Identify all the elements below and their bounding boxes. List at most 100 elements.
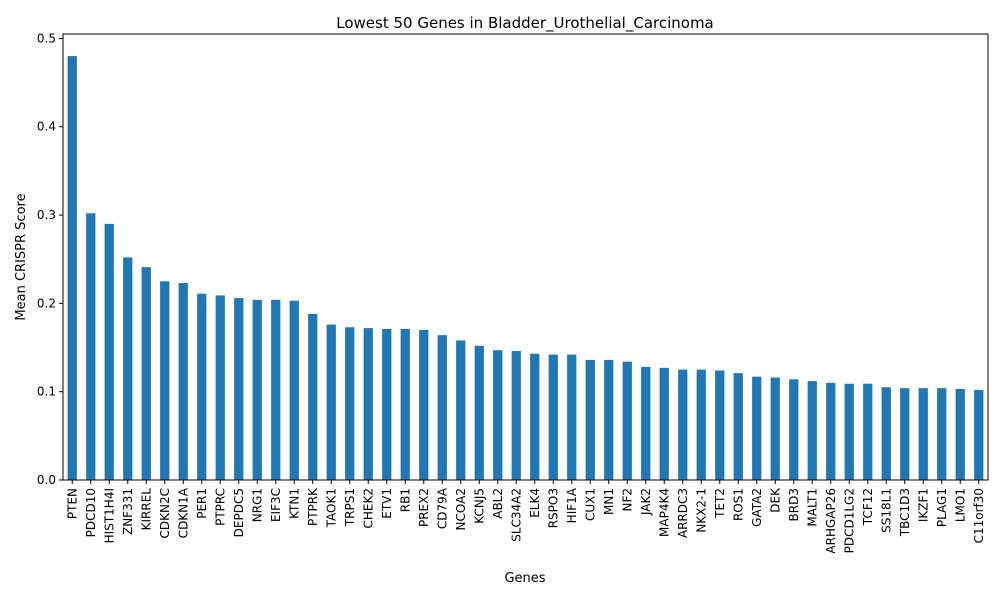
bar-tet2 xyxy=(715,370,725,480)
x-axis: PTEN PDCD10 HIST1H4I ZNF331 KIRREL CDKN2C CDKN… xyxy=(65,480,986,554)
x-tick-label: MN1 xyxy=(602,488,616,515)
bar-hist1h4i xyxy=(104,223,114,480)
bar-ktn1 xyxy=(289,300,299,480)
x-tick-label: TRPS1 xyxy=(343,488,357,527)
bar-depdc5 xyxy=(234,298,244,480)
x-tick-label: KCNJ5 xyxy=(472,488,486,524)
bar-chek2 xyxy=(363,328,373,480)
x-tick-label: PREX2 xyxy=(417,488,431,527)
x-tick-label: ARHGAP26 xyxy=(824,488,838,554)
bars xyxy=(67,56,984,480)
x-tick-label: PDCD10 xyxy=(84,488,98,537)
bar-jak2 xyxy=(641,366,651,480)
x-tick-label: DEK xyxy=(768,487,782,513)
x-tick-label: RB1 xyxy=(398,488,412,512)
x-tick-label: HIF1A xyxy=(565,487,579,523)
x-tick-label: CHEK2 xyxy=(361,488,375,529)
y-axis-label: Mean CRISPR Score xyxy=(14,193,29,320)
bar-ss18l1 xyxy=(881,387,891,480)
bar-cd79a xyxy=(437,335,447,480)
bar-lmo1 xyxy=(955,389,965,480)
x-tick-label: PTPRK xyxy=(306,487,320,526)
x-tick-label: TAOK1 xyxy=(324,488,338,528)
bar-c11orf30 xyxy=(974,389,984,480)
x-tick-label: IKZF1 xyxy=(916,488,930,522)
bar-rspo3 xyxy=(548,354,558,480)
bar-ncoa2 xyxy=(456,340,466,480)
x-tick-label: PTEN xyxy=(65,488,79,519)
x-tick-label: CD79A xyxy=(435,487,449,529)
bar-arhgap26 xyxy=(826,382,836,480)
y-tick-label: 0.1 xyxy=(37,385,56,399)
x-tick-label: KIRREL xyxy=(139,488,153,531)
x-tick-label: NKX2-1 xyxy=(694,488,708,533)
y-axis: 0.0 0.1 0.2 0.3 0.4 0.5 xyxy=(37,31,63,487)
bar-znf331 xyxy=(123,257,133,480)
bar-nrg1 xyxy=(252,299,262,480)
x-tick-label: CUX1 xyxy=(583,488,597,521)
x-tick-label: PER1 xyxy=(195,488,209,519)
x-tick-label: GATA2 xyxy=(750,488,764,527)
bar-slc34a2 xyxy=(511,351,521,480)
bar-kcnj5 xyxy=(474,345,484,480)
bar-pdcd1lg2 xyxy=(844,383,854,480)
x-tick-label: PLAG1 xyxy=(935,488,949,527)
bar-kirrel xyxy=(141,267,151,480)
x-tick-label: HIST1H4I xyxy=(102,488,116,543)
x-tick-label: PDCD1LG2 xyxy=(842,488,856,553)
x-tick-label: NF2 xyxy=(620,488,634,512)
x-tick-label: TET2 xyxy=(713,488,727,519)
bar-ikzf1 xyxy=(918,388,928,480)
bar-dek xyxy=(770,377,780,480)
bar-hif1a xyxy=(567,354,577,480)
bar-cdkn2c xyxy=(160,281,170,480)
x-tick-label: ROS1 xyxy=(731,488,745,521)
y-tick-label: 0.2 xyxy=(37,296,56,310)
bar-tcf12 xyxy=(863,383,873,480)
x-tick-label: SS18L1 xyxy=(879,488,893,533)
bar-ptprk xyxy=(308,313,318,480)
x-tick-label: PTPRC xyxy=(213,488,227,526)
x-tick-label: CDKN1A xyxy=(176,487,190,538)
y-tick-label: 0.3 xyxy=(37,208,56,222)
x-tick-label: NRG1 xyxy=(250,488,264,522)
bar-pten xyxy=(67,56,77,480)
bar-cdkn1a xyxy=(178,283,188,480)
bar-gata2 xyxy=(752,376,762,480)
x-tick-label: ELK4 xyxy=(528,488,542,518)
bar-cux1 xyxy=(585,359,595,480)
bar-nkx2-1 xyxy=(696,369,706,480)
x-tick-label: RSPO3 xyxy=(546,488,560,528)
x-tick-label: JAK2 xyxy=(639,488,653,516)
x-tick-label: BRD3 xyxy=(787,488,801,521)
bar-rb1 xyxy=(400,328,410,480)
y-tick-label: 0.0 xyxy=(37,473,56,487)
x-tick-label: MAP4K4 xyxy=(657,488,671,537)
x-tick-label: C11orf30 xyxy=(972,488,986,543)
y-tick-label: 0.5 xyxy=(37,31,56,45)
bar-brd3 xyxy=(789,379,799,480)
bar-trps1 xyxy=(345,327,355,480)
x-tick-label: EIF3C xyxy=(269,488,283,522)
x-tick-label: TBC1D3 xyxy=(898,488,912,537)
bar-arrdc3 xyxy=(678,369,688,480)
x-tick-label: LMO1 xyxy=(953,488,967,522)
plot-frame xyxy=(62,33,989,481)
x-tick-label: ABL2 xyxy=(491,488,505,519)
x-tick-label: ETV1 xyxy=(380,488,394,519)
bar-prex2 xyxy=(419,329,429,480)
x-tick-label: CDKN2C xyxy=(158,488,172,538)
x-tick-label: MALT1 xyxy=(805,488,819,527)
bar-abl2 xyxy=(493,350,503,480)
bar-etv1 xyxy=(382,328,392,480)
bar-elk4 xyxy=(530,353,540,480)
bar-ptprc xyxy=(215,295,225,480)
bar-ros1 xyxy=(733,373,743,480)
bar-map4k4 xyxy=(659,367,669,480)
bar-mn1 xyxy=(604,359,614,480)
bar-pdcd10 xyxy=(86,213,96,480)
bar-per1 xyxy=(197,293,207,480)
bar-nf2 xyxy=(622,361,632,480)
bar-tbc1d3 xyxy=(900,388,910,480)
